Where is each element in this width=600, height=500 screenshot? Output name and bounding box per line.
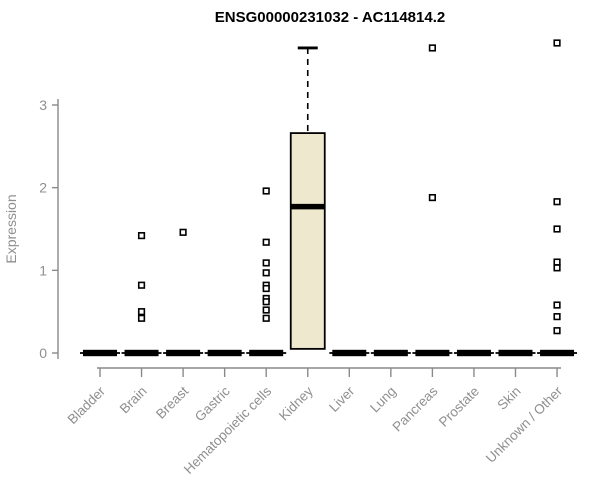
collapsed-box [166, 349, 201, 357]
plot-area [80, 39, 578, 357]
collapsed-box [83, 349, 117, 357]
x-category-label: Unknown / Other [483, 383, 566, 466]
x-category-label: Liver [326, 383, 358, 415]
collapsed-box [373, 349, 408, 357]
outlier-point [137, 314, 146, 322]
outlier-point [179, 228, 187, 236]
outlier-point [137, 308, 146, 316]
y-tick-label: 0 [39, 345, 47, 361]
collapsed-box [207, 349, 242, 357]
x-category-label: Pancreas [390, 383, 441, 434]
outlier-point [262, 284, 270, 293]
x-category-label: Gastric [192, 383, 233, 424]
outlier-point [262, 259, 270, 267]
collapsed-box [249, 349, 284, 357]
y-tick-label: 1 [39, 262, 47, 278]
outlier-point [553, 301, 561, 309]
x-category-label: Prostate [436, 384, 482, 430]
collapsed-box [332, 349, 367, 357]
outlier-point [553, 313, 561, 321]
x-category-label: Lung [367, 384, 399, 416]
outlier-point [553, 225, 561, 233]
outlier-point [137, 281, 146, 289]
outlier-point [262, 269, 270, 277]
x-category-label: Kidney [276, 383, 316, 423]
collapsed-box [540, 349, 575, 357]
outlier-point [137, 232, 146, 240]
x-category-label: Skin [494, 384, 523, 413]
collapsed-box [456, 349, 491, 357]
outlier-point [553, 39, 561, 47]
outlier-point [262, 187, 270, 195]
collapsed-box [415, 349, 450, 357]
collapsed-box [498, 349, 533, 357]
outlier-point [262, 238, 270, 246]
y-tick-label: 2 [39, 180, 47, 196]
x-category-label: Brain [117, 384, 150, 417]
outlier-point [262, 314, 270, 322]
outlier-point [428, 193, 437, 202]
collapsed-box [124, 349, 159, 357]
outlier-point [553, 327, 561, 335]
box-iqr [289, 132, 326, 350]
outlier-point [262, 298, 270, 306]
outlier-point [553, 258, 561, 266]
outlier-point [553, 264, 561, 272]
outlier-point [428, 44, 437, 52]
chart-title: ENSG00000231032 - AC114814.2 [215, 9, 445, 26]
y-axis-label: Expression [3, 194, 19, 263]
outlier-point [553, 198, 561, 206]
x-category-label: Bladder [65, 383, 109, 427]
x-category-label: Breast [153, 383, 191, 421]
y-tick-label: 3 [39, 97, 47, 113]
outlier-point [262, 306, 270, 314]
